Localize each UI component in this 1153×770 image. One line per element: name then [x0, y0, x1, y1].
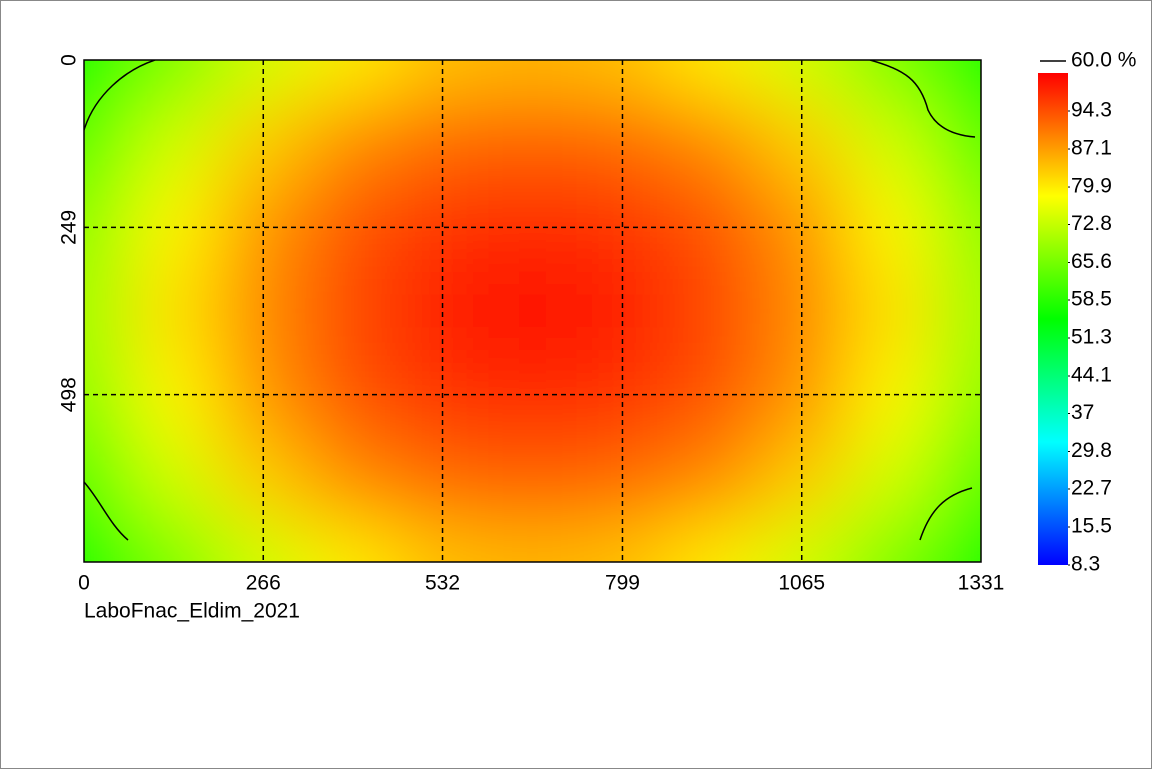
heat-cell — [846, 101, 937, 186]
heat-cell — [308, 269, 398, 353]
colorbar-tick-label: 15.5 — [1071, 515, 1112, 538]
heat-cell — [487, 269, 578, 353]
contour-line — [84, 481, 129, 541]
colorbar-tick-label: 72.8 — [1071, 212, 1112, 235]
colorbar-tick-label: 22.7 — [1071, 477, 1112, 500]
colorbar-tick-label: 37 — [1071, 401, 1094, 424]
heat-cell — [756, 60, 847, 102]
plot-border — [83, 59, 982, 563]
heat-cell — [128, 520, 219, 562]
heat-cell — [846, 60, 937, 102]
heat-cell — [936, 269, 981, 353]
heat-cell — [577, 269, 668, 353]
heat-cell — [128, 60, 219, 102]
heat-cell — [577, 60, 668, 102]
x-tick-label: 1331 — [958, 572, 1005, 595]
contour-line — [84, 60, 156, 131]
caption: LaboFnac_Eldim_2021 — [84, 600, 300, 623]
heat-cell — [936, 520, 981, 562]
heat-cell — [397, 60, 488, 102]
y-tick-label: 249 — [58, 210, 81, 245]
heat-cell — [936, 60, 981, 102]
heat-cell — [308, 60, 398, 102]
heat-cell — [667, 520, 757, 562]
heat-cell — [84, 436, 129, 521]
heat-cell — [84, 269, 129, 353]
heat-cell — [936, 101, 981, 186]
heat-cell — [667, 60, 757, 102]
colorbar-tick-label: 79.9 — [1071, 175, 1112, 198]
y-tick-label: 0 — [58, 54, 81, 66]
colorbar-tick-label: 51.3 — [1071, 326, 1112, 349]
heat-cell — [308, 520, 398, 562]
x-tick-label: 266 — [246, 572, 281, 595]
x-tick-label: 1065 — [778, 572, 825, 595]
heat-cell — [128, 269, 219, 353]
colorbar-tick-label: 8.3 — [1071, 553, 1100, 576]
overlay: 0 266 532 799 1065 1331 0 249 498 94.3 87.1 79.9 72.… — [58, 49, 1137, 595]
colorbar-tick-label: 87.1 — [1071, 137, 1112, 160]
heat-cell — [84, 520, 129, 562]
heat-cell — [667, 269, 757, 353]
heat-cell — [846, 520, 937, 562]
x-tick-label: 0 — [78, 572, 90, 595]
heat-cell — [218, 269, 309, 353]
heat-cell — [128, 101, 219, 186]
contour-legend-label: 60.0 % — [1071, 49, 1136, 72]
colorbar-tick-label: 29.8 — [1071, 439, 1112, 462]
colorbar-tick-label: 58.5 — [1071, 288, 1112, 311]
heat-cell — [756, 269, 847, 353]
heat-cell — [218, 60, 309, 102]
heat-cell — [487, 520, 578, 562]
heat-cell — [84, 60, 129, 102]
colorbar-tick-label: 94.3 — [1071, 99, 1112, 122]
y-tick-label: 498 — [58, 377, 81, 412]
heat-cell — [667, 436, 757, 521]
contour-line — [869, 60, 976, 138]
heat-cell — [487, 60, 578, 102]
heat-cell — [667, 101, 757, 186]
heat-cell — [308, 436, 398, 521]
heat-cell — [846, 436, 937, 521]
heat-cell — [128, 436, 219, 521]
colorbar-tick-label: 44.1 — [1071, 364, 1112, 387]
heatmap — [84, 60, 981, 562]
heat-cell — [397, 269, 488, 353]
heatmap-cells — [84, 60, 981, 562]
heat-cell — [84, 101, 129, 186]
heat-cell — [846, 269, 937, 353]
x-tick-label: 799 — [605, 572, 640, 595]
colorbar-tick-label: 65.6 — [1071, 250, 1112, 273]
x-tick-label: 532 — [425, 572, 460, 595]
colorbar — [1038, 73, 1068, 565]
heat-cell — [936, 436, 981, 521]
heat-cell — [487, 436, 578, 521]
heat-cell — [308, 101, 398, 186]
heat-cell — [487, 101, 578, 186]
contour-line — [919, 487, 973, 541]
